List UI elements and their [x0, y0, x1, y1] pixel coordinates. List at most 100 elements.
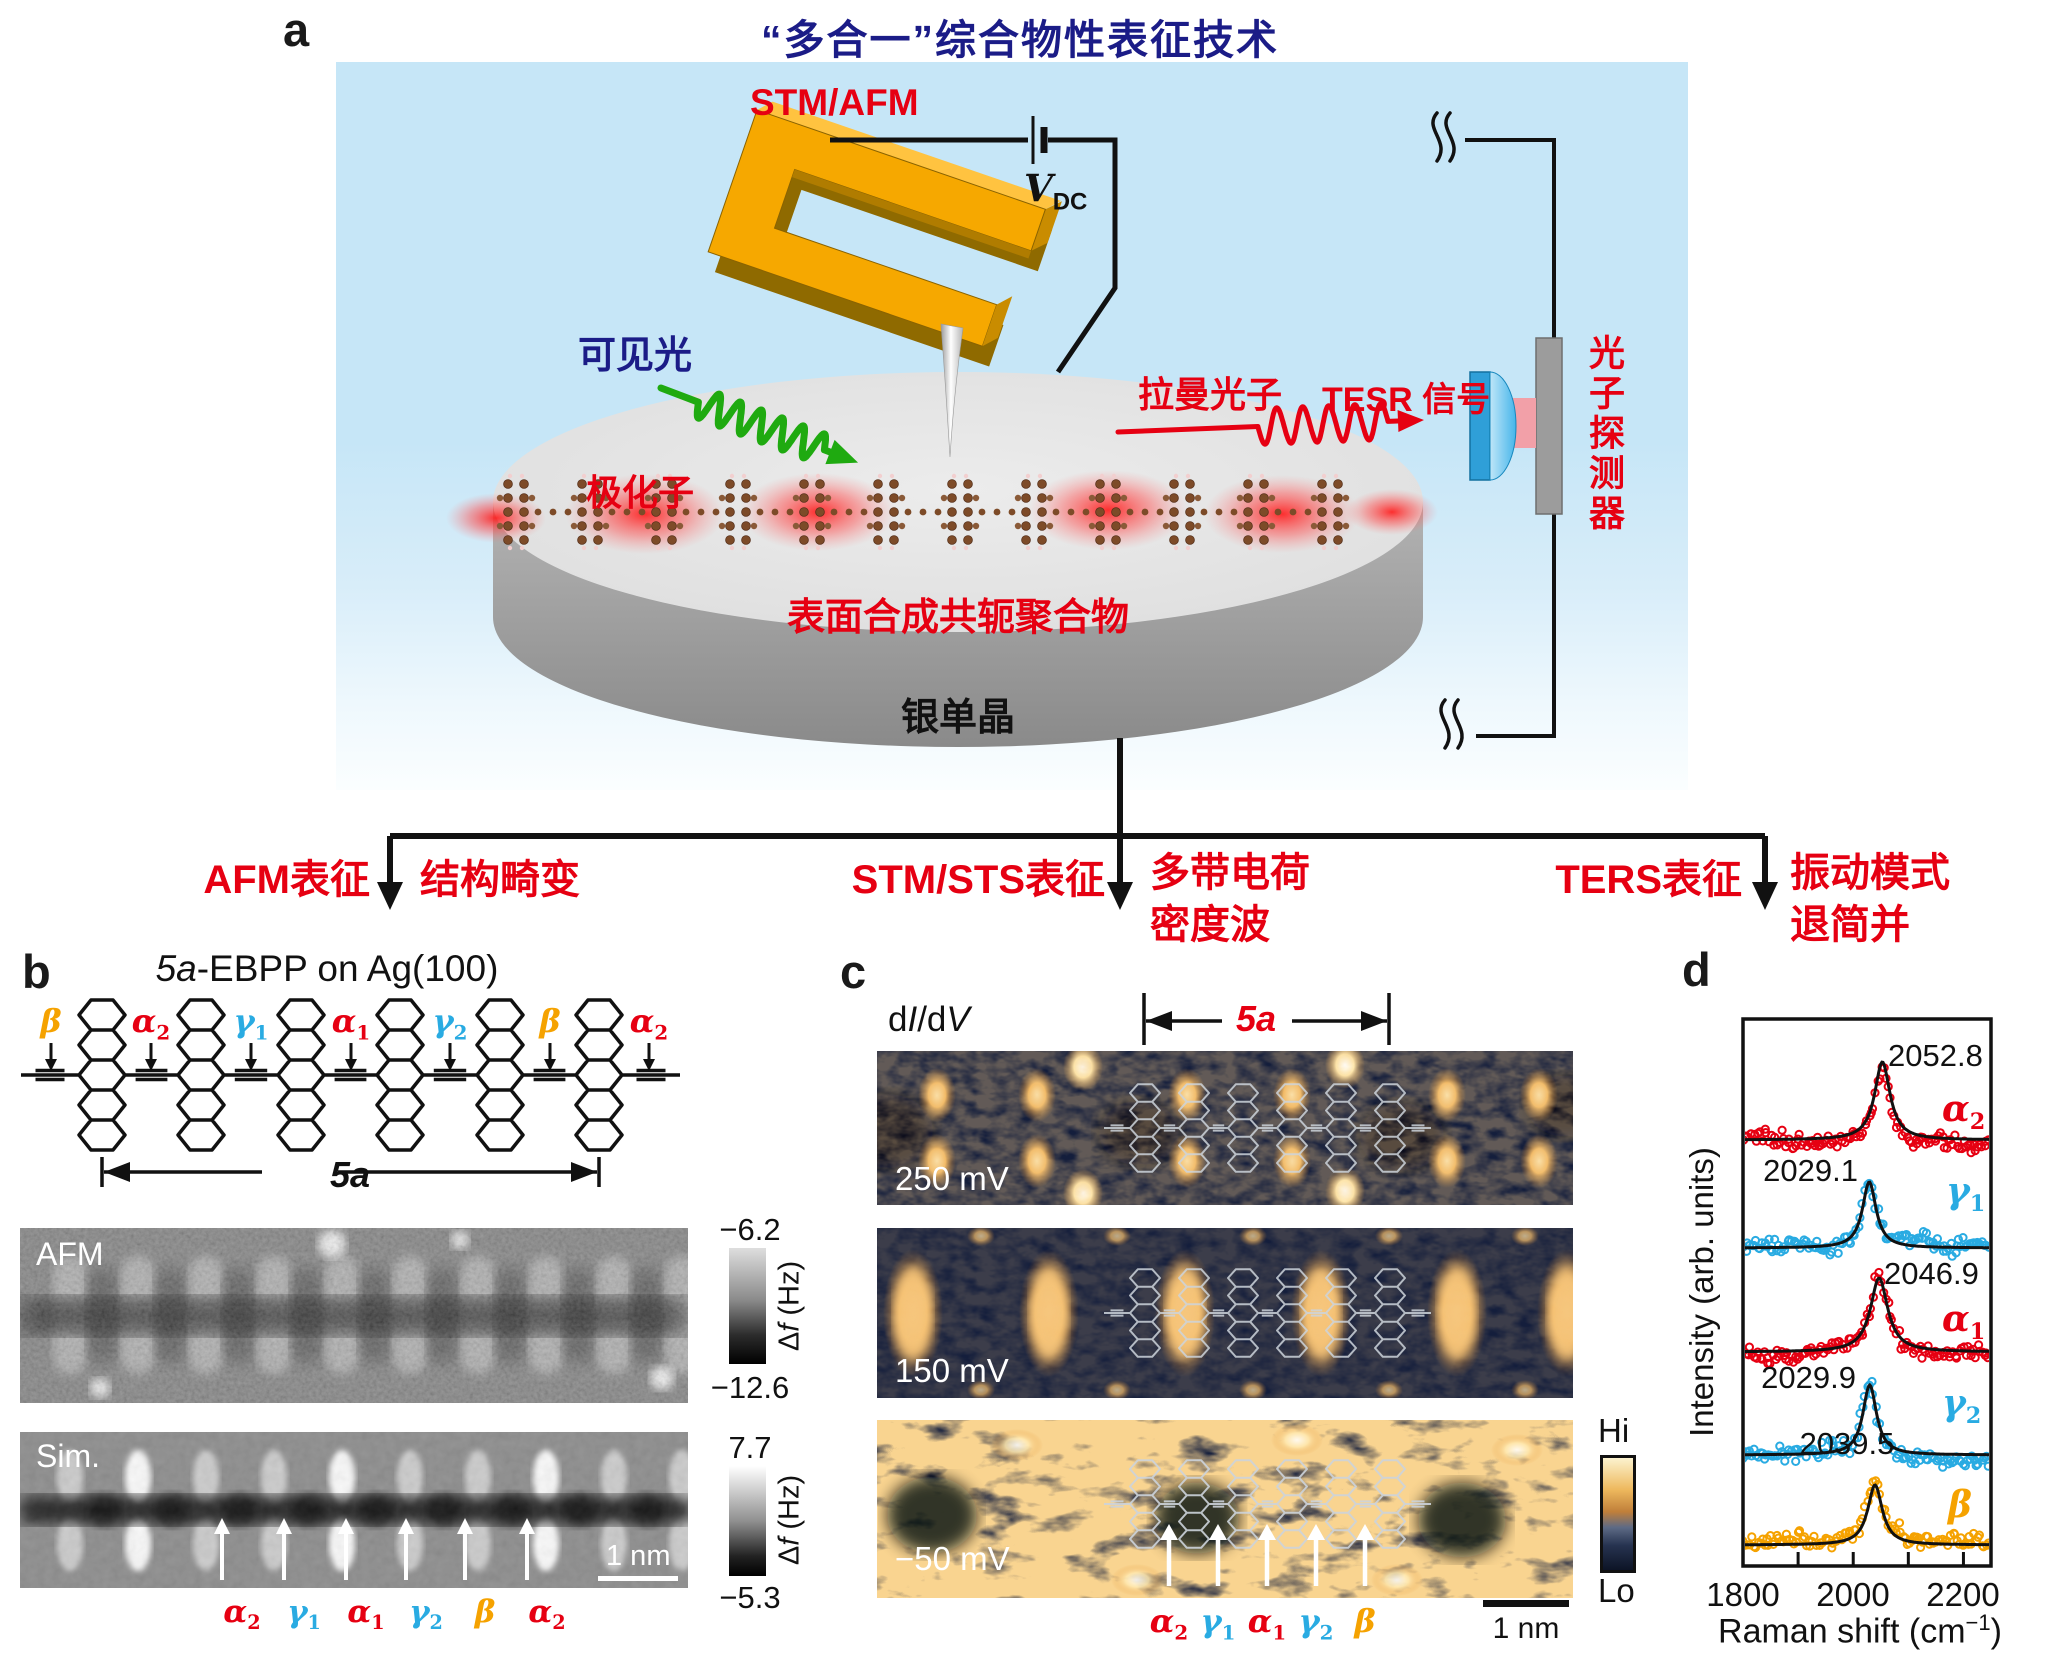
map-mode-label: α1 [1247, 1602, 1287, 1645]
sim-mode-arrows [214, 1518, 535, 1580]
raman-frame [1741, 1017, 1993, 1568]
visible-light-label: 可见光 [578, 335, 693, 377]
didv-map-neg50mv [877, 1420, 1573, 1598]
bias-250mv: 250 mV [895, 1160, 1009, 1197]
molecule-overlay-1 [1104, 1083, 1431, 1173]
peak-value-label: 2029.1 [1763, 1153, 1858, 1188]
afm-scale-unit: Δf (Hz) [774, 1261, 807, 1351]
probe-label: STM/AFM [750, 82, 919, 123]
branch-stm-result-2: 密度波 [1150, 903, 1270, 947]
peak-value-label: 2052.8 [1888, 1038, 1983, 1073]
didv-colorbar [1600, 1455, 1636, 1573]
map-scalebar [1483, 1600, 1569, 1607]
afm-unit-f: f [773, 1323, 806, 1332]
branch-stm-technique: STM/STS表征 [851, 858, 1105, 902]
raman-xlabel: Raman shift (cm−1) [1700, 1610, 2020, 1651]
series-mode-label: γ2 [1942, 1382, 1982, 1430]
polymer-molecules [496, 473, 1350, 551]
sim-scalebar-label: 1 nm [606, 1540, 671, 1572]
raman-photon-label: 拉曼光子 [1138, 374, 1283, 415]
sim-scale-min: −5.3 [719, 1580, 781, 1615]
bond-label: α1 [331, 1002, 371, 1045]
bond-label: β [539, 1002, 561, 1040]
didv-d2: /d [917, 1000, 947, 1039]
qplus-sensor-icon [707, 101, 1062, 367]
didv-d1: d [888, 1000, 908, 1039]
map-mode-label: α2 [1149, 1602, 1189, 1645]
didv-i: I [907, 1000, 918, 1039]
unit-cell-span-label-b: 5a [300, 1154, 400, 1196]
peak-value-label: 2046.9 [1884, 1256, 1979, 1291]
map3-features [887, 1424, 1543, 1596]
span-arrow-5a [100, 1157, 601, 1187]
sample-disc [493, 372, 1423, 747]
didv-label: dI/dV [888, 1000, 970, 1040]
unit-cell-span-label-c: 5a [1226, 998, 1286, 1040]
molecule-overlay-3 [1104, 1459, 1431, 1549]
sim-mode-label: α2 [223, 1594, 261, 1635]
branch-stm-result-1: 多带电荷 [1150, 851, 1310, 895]
polymer-label: 表面合成共轭聚合物 [786, 597, 1129, 639]
branch-afm-technique: AFM表征 [203, 858, 370, 902]
afm-scale-min: −12.6 [710, 1370, 790, 1405]
didv-map-150mv [877, 1228, 1573, 1398]
map3-mode-arrows [1160, 1524, 1374, 1586]
raman-trace-beta [1745, 1476, 1989, 1553]
bias-sub: DC [1052, 188, 1088, 216]
series-mode-label: α1 [1942, 1298, 1986, 1346]
didv-colorbar-lo: Lo [1598, 1572, 1635, 1609]
branch-afm-result: 结构畸变 [420, 858, 580, 902]
sim-scale-unit: Δf (Hz) [774, 1475, 807, 1565]
afm-colorbar [729, 1248, 766, 1364]
sim-image-tag: Sim. [36, 1438, 100, 1474]
raman-trace-gamma2 [1745, 1376, 1989, 1472]
xlabel-suffix: ) [1990, 1612, 2002, 1651]
panel-b-title-italic: 5a [155, 948, 197, 989]
panel-b-title-rest: -EBPP on Ag(100) [196, 948, 499, 989]
sim-mode-label: α1 [347, 1594, 385, 1635]
bond-label: γ2 [432, 1002, 468, 1045]
sim-mode-label: γ2 [409, 1594, 443, 1635]
sim-unit-f: f [773, 1537, 806, 1546]
polymer-structure [21, 998, 680, 1187]
span-arrow-5a-c [1142, 993, 1391, 1045]
photon-detector-assembly [1431, 111, 1563, 750]
sim-mode-label: γ1 [287, 1594, 321, 1635]
raman-photon-arrow-icon [1115, 401, 1424, 447]
xlabel-prefix: Raman shift (cm [1718, 1612, 1966, 1651]
branch-arrows [377, 738, 1778, 910]
afm-unit-delta: Δ [773, 1331, 806, 1352]
series-mode-label: γ1 [1946, 1170, 1986, 1218]
raman-tick-2000: 2000 [1816, 1576, 1890, 1613]
tesr-signal-label: TESR 信号 [1322, 381, 1491, 419]
polaron-label: 极化子 [586, 472, 695, 513]
schematic-drawing [446, 101, 1563, 750]
panel-a-label: a [283, 3, 310, 56]
sim-mode-label: β [474, 1594, 496, 1630]
probe-tip-icon [940, 323, 964, 458]
raman-tick-2200: 2200 [1926, 1576, 2000, 1613]
bond-label: β [40, 1002, 62, 1040]
bias-symbol: V [1024, 166, 1053, 210]
sim-unit-hz: (Hz) [773, 1474, 806, 1538]
span-5a-text-c: 5a [1235, 998, 1277, 1039]
map-scalebar-label: 1 nm [1492, 1612, 1560, 1645]
sim-unit-delta: Δ [773, 1545, 806, 1566]
map-mode-label: γ2 [1298, 1602, 1334, 1645]
sim-mode-label: α2 [528, 1594, 566, 1635]
didv-v: V [946, 1000, 970, 1039]
map-mode-label: γ1 [1200, 1602, 1236, 1645]
sim-scale-max: 7.7 [728, 1430, 772, 1465]
sim-image [20, 1432, 688, 1588]
visible-light-arrow-icon [657, 384, 859, 465]
raman-plot [1741, 1017, 1993, 1568]
panel-b-label: b [22, 945, 51, 998]
figure-title: “多合一”综合物性表征技术 [761, 17, 1279, 63]
bond-label: α2 [629, 1002, 669, 1045]
photon-detector-label: 光子探测器 [1584, 334, 1625, 534]
panel-b-title: 5a-EBPP on Ag(100) [97, 948, 557, 990]
bond-pointer-arrows [45, 1043, 655, 1071]
map-mode-label: β [1354, 1602, 1376, 1640]
span-5a-text: 5a [329, 1154, 371, 1195]
afm-image-tag: AFM [36, 1236, 104, 1272]
